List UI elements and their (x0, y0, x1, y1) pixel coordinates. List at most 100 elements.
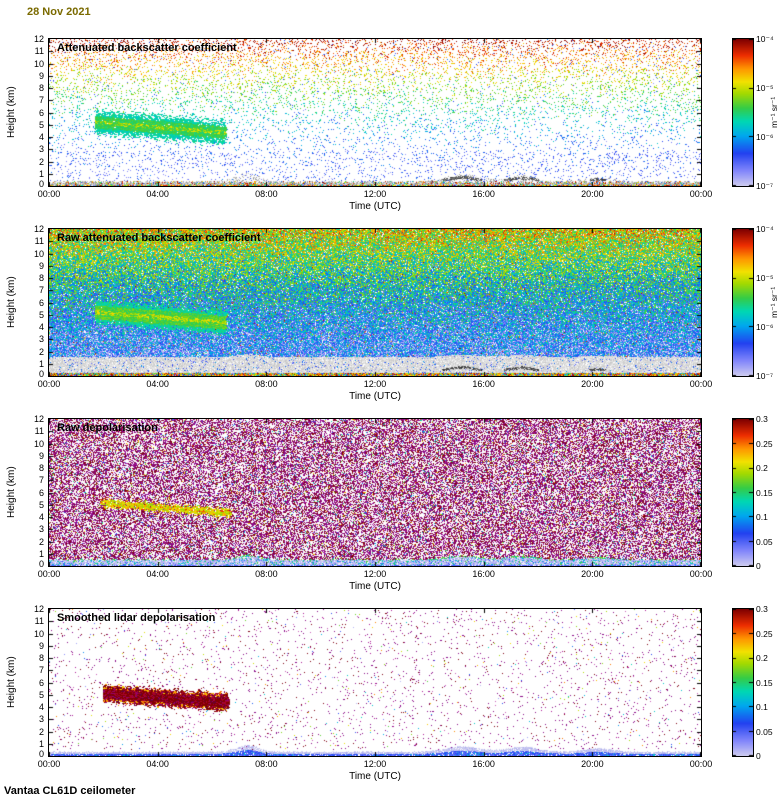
colorbar-tick-label: 0.1 (756, 512, 768, 522)
plot-area: Raw depolarisation (48, 418, 702, 567)
y-tick-label: 9 (38, 450, 44, 461)
heatmap-canvas (49, 39, 701, 186)
y-tick-label: 5 (38, 689, 44, 700)
x-tick-label: 20:00 (581, 379, 604, 389)
heatmap-canvas (49, 419, 701, 566)
x-tick-label: 12:00 (363, 379, 387, 389)
y-tick-label: 10 (33, 58, 44, 69)
colorbar (732, 228, 754, 377)
colorbar-tick-label: 0.3 (756, 414, 768, 424)
y-tick-label: 1 (38, 738, 44, 749)
x-tick-label: 00:00 (37, 189, 61, 199)
y-tick-label: 1 (38, 358, 44, 369)
y-tick-label: 9 (38, 70, 44, 81)
colorbar-tick-label: 0.2 (756, 463, 768, 473)
colorbar-tick-label: 0 (756, 561, 761, 571)
y-axis-ticks: 12 11 10 9 8 7 6 5 4 3 2 1 0 (16, 225, 44, 379)
colorbar-tick-label: 0.25 (756, 438, 773, 449)
x-tick-label: 16:00 (472, 569, 495, 579)
panel-smoothed-depolarisation: Height (km) 12 11 10 9 8 7 6 5 4 3 2 1 0 Smoothed li… (0, 604, 780, 798)
panel-raw-backscatter: Height (km) 12 11 10 9 8 7 6 5 4 3 2 1 0 Raw attenua… (0, 225, 780, 418)
y-tick-label: 3 (38, 334, 44, 345)
y-tick-label: 11 (34, 46, 44, 57)
colorbar-gradient (733, 419, 753, 566)
y-tick-label: 5 (38, 119, 44, 130)
panel-title: Attenuated backscatter coefficient (57, 42, 237, 54)
colorbar-tick-label: 10⁻⁵ (756, 273, 774, 283)
colorbar-tick-label: 0.25 (756, 628, 773, 639)
panel-title: Smoothed lidar depolarisation (57, 612, 216, 624)
colorbar-tick-label: 0.1 (756, 702, 768, 712)
date-label: 28 Nov 2021 (27, 6, 91, 18)
x-tick-label: 04:00 (146, 189, 169, 199)
y-tick-label: 12 (33, 414, 44, 424)
panel-title: Raw attenuated backscatter coefficient (57, 232, 261, 244)
x-tick-label: 20:00 (581, 759, 604, 769)
x-axis-label: Time (UTC) (349, 201, 401, 212)
colorbar-unit-label: m⁻¹ sr⁻¹ (769, 96, 779, 129)
colorbar (732, 608, 754, 757)
y-tick-label: 7 (38, 475, 44, 486)
x-tick-label: 08:00 (255, 759, 278, 769)
y-tick-label: 3 (38, 524, 44, 535)
y-tick-label: 7 (38, 285, 44, 296)
x-tick-label: 20:00 (581, 189, 604, 199)
colorbar-tick-label: 0.3 (756, 604, 768, 614)
x-tick-label: 04:00 (146, 379, 169, 389)
y-tick-label: 4 (38, 322, 44, 332)
y-tick-label: 7 (38, 665, 44, 676)
y-tick-label: 10 (33, 438, 44, 449)
y-tick-label: 11 (34, 616, 44, 627)
y-tick-label: 4 (38, 132, 44, 142)
y-tick-label: 6 (38, 487, 44, 498)
y-tick-label: 12 (33, 224, 44, 234)
colorbar-gradient (733, 229, 753, 376)
heatmap-canvas (49, 609, 701, 756)
y-tick-label: 8 (38, 463, 44, 473)
panel-title: Raw depolarisation (57, 422, 158, 434)
y-tick-label: 11 (34, 236, 44, 247)
x-tick-label: 16:00 (472, 189, 495, 199)
colorbar (732, 418, 754, 567)
x-tick-label: 00:00 (37, 759, 61, 769)
y-tick-label: 2 (38, 346, 44, 357)
x-tick-label: 12:00 (363, 189, 387, 199)
y-tick-label: 8 (38, 273, 44, 283)
y-tick-label: 9 (38, 260, 44, 271)
panel-raw-depolarisation: Height (km) 12 11 10 9 8 7 6 5 4 3 2 1 0 Raw depolar… (0, 414, 780, 608)
colorbar-tick-labels: 10⁻⁴ 10⁻⁵ 10⁻⁶ 10⁻⁷ (756, 225, 780, 381)
x-tick-label: 04:00 (146, 759, 169, 769)
y-tick-label: 6 (38, 107, 44, 118)
x-axis-ticks: 00:00 04:00 08:00 12:00 16:00 20:00 00:00 (38, 189, 713, 199)
y-tick-label: 2 (38, 536, 44, 547)
x-axis-label: Time (UTC) (349, 771, 401, 782)
y-tick-label: 9 (38, 640, 44, 651)
panel-attenuated-backscatter: Height (km) 12 11 10 9 8 7 6 5 4 3 2 1 0 Attenuated … (0, 34, 780, 228)
colorbar-tick-label: 0 (756, 751, 761, 761)
y-tick-label: 11 (34, 426, 44, 437)
colorbar-tick-label: 0.2 (756, 653, 768, 663)
y-tick-label: 7 (38, 95, 44, 106)
colorbar-gradient (733, 39, 753, 186)
colorbar-tick-label: 0.15 (756, 677, 773, 688)
y-axis-ticks: 12 11 10 9 8 7 6 5 4 3 2 1 0 (16, 605, 44, 759)
y-tick-label: 5 (38, 499, 44, 510)
y-tick-label: 10 (33, 248, 44, 259)
x-tick-label: 12:00 (363, 759, 387, 769)
y-tick-label: 1 (38, 168, 44, 179)
colorbar-tick-label: 10⁻⁴ (756, 34, 774, 44)
x-tick-label: 00:00 (37, 379, 61, 389)
x-tick-label: 20:00 (581, 569, 604, 579)
y-tick-label: 0 (38, 559, 44, 569)
plot-area: Smoothed lidar depolarisation (48, 608, 702, 757)
y-tick-label: 5 (38, 309, 44, 320)
colorbar-tick-label: 0.15 (756, 487, 773, 498)
y-tick-label: 2 (38, 156, 44, 167)
colorbar (732, 38, 754, 187)
y-tick-label: 0 (38, 749, 44, 759)
x-tick-label: 12:00 (363, 569, 387, 579)
plot-area: Attenuated backscatter coefficient (48, 38, 702, 187)
colorbar-tick-label: 10⁻⁴ (756, 224, 774, 234)
y-tick-label: 2 (38, 726, 44, 737)
x-tick-label: 08:00 (255, 189, 278, 199)
